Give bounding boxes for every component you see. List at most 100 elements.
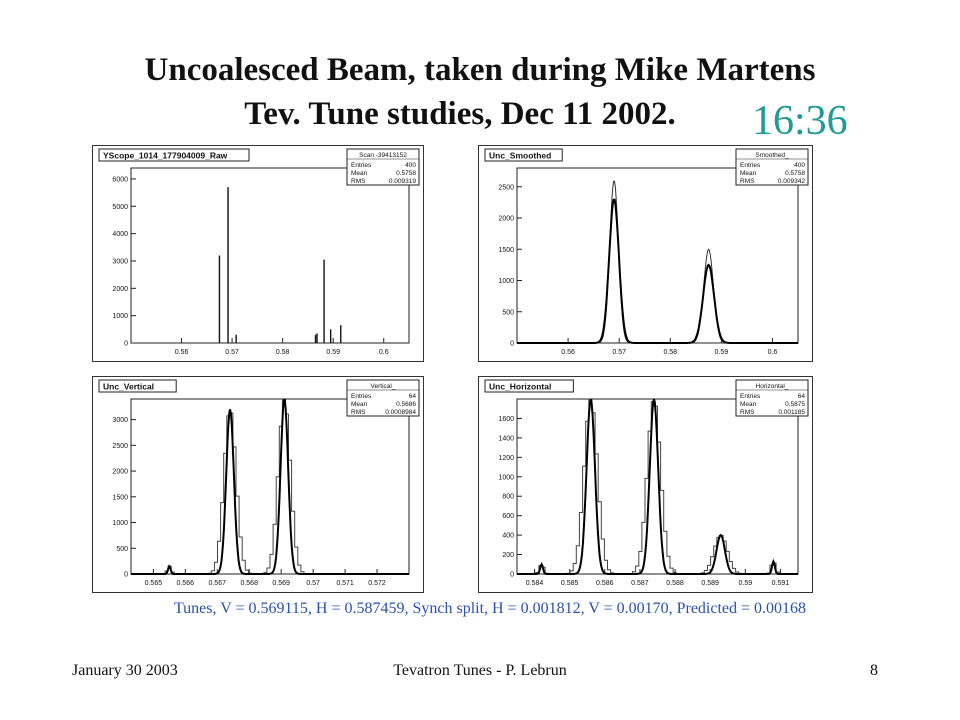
step-histogram-line <box>131 399 409 575</box>
x-tick-label: 0.565 <box>145 580 163 587</box>
axes: 0.584 0.585 0.586 0.587 0.588 0.589 0.59 0.591 0… <box>498 416 789 587</box>
x-tick-label: 0.569 <box>272 580 290 587</box>
axes: 0.56 0.57 0.58 0.59 0.6 0 1000 2000 3000 4000 5000… <box>112 176 388 356</box>
stats-label: RMS <box>740 409 755 416</box>
stats-value: 0.0008984 <box>385 409 416 416</box>
stats-value: 0.009342 <box>778 178 805 185</box>
title-line-1: Uncoalesced Beam, taken during Mike Mart… <box>144 52 816 88</box>
fit-curve-line <box>517 398 798 575</box>
x-tick-label: 0.6 <box>768 349 778 356</box>
x-tick-label: 0.57 <box>306 580 320 587</box>
data-series <box>517 398 798 575</box>
stats-label: Entries <box>351 393 372 400</box>
chart-svg: Unc_Horizontal Horizontal_ Entries 64 Mean 0.… <box>484 379 809 587</box>
y-tick-label: 1400 <box>498 435 514 442</box>
y-tick-label: 1000 <box>112 520 128 527</box>
histogram-title: Unc_Horizontal <box>484 379 574 393</box>
stats-value: 64 <box>798 393 806 400</box>
x-tick-label: 0.59 <box>715 349 729 356</box>
stats-value: 0.5758 <box>396 170 416 177</box>
stats-name: Smoothed_ <box>755 152 789 159</box>
y-tick-label: 1200 <box>498 455 514 462</box>
stats-value: 0.001185 <box>778 409 805 416</box>
y-tick-label: 3000 <box>112 258 128 265</box>
histogram-raw-panel: YScope_1014_177904009_Raw Scan -39413152 E… <box>92 145 424 362</box>
histogram-horizontal-panel: Unc_Horizontal Horizontal_ Entries 64 Mean 0.… <box>478 376 813 593</box>
stats-box: Smoothed_ Entries 400 Mean 0.5758 RMS 0.009342 <box>735 148 809 186</box>
x-tick-label: 0.57 <box>225 349 239 356</box>
stats-value: 0.5686 <box>396 401 416 408</box>
y-tick-label: 500 <box>502 309 514 316</box>
plot-frame <box>516 398 799 575</box>
x-tick-label: 0.587 <box>631 580 649 587</box>
stats-value: 400 <box>794 162 805 169</box>
stats-label: Mean <box>351 401 368 408</box>
x-tick-label: 0.572 <box>368 580 386 587</box>
x-tick-label: 0.57 <box>612 349 626 356</box>
y-tick-label: 2500 <box>112 443 128 450</box>
plot-frame <box>130 167 410 344</box>
x-tick-label: 0.567 <box>209 580 227 587</box>
y-tick-label: 1500 <box>498 247 514 254</box>
step-histogram-line <box>517 398 798 575</box>
chart-svg: YScope_1014_177904009_Raw Scan -39413152 E… <box>98 148 420 356</box>
histogram-smoothed-panel: Unc_Smoothed Smoothed_ Entries 400 Mean 0.575… <box>478 145 813 362</box>
axes: 0.565 0.566 0.567 0.568 0.569 0.57 0.571 0.572 0… <box>112 417 385 587</box>
y-tick-label: 800 <box>502 494 514 501</box>
x-tick-label: 0.56 <box>175 349 189 356</box>
stats-label: Entries <box>740 393 761 400</box>
x-tick-label: 0.591 <box>772 580 790 587</box>
y-tick-label: 2500 <box>498 184 514 191</box>
y-tick-label: 6000 <box>112 176 128 183</box>
stats-value: 0.5758 <box>785 170 805 177</box>
smoothed-histogram-line <box>517 180 798 344</box>
y-tick-label: 1000 <box>498 278 514 285</box>
stats-label: RMS <box>351 409 366 416</box>
stats-label: Mean <box>740 401 757 408</box>
fit-curve-line <box>131 398 409 575</box>
footer-date: January 30 2003 <box>72 662 178 679</box>
stats-label: Mean <box>740 170 757 177</box>
stats-frame <box>346 379 420 417</box>
y-tick-label: 200 <box>502 552 514 559</box>
y-tick-label: 2000 <box>112 286 128 293</box>
stats-value: 64 <box>409 393 417 400</box>
y-tick-label: 1000 <box>498 474 514 481</box>
y-tick-label: 500 <box>116 546 128 553</box>
stats-name: Vertical_ <box>371 383 396 390</box>
y-tick-label: 3000 <box>112 417 128 424</box>
x-tick-label: 0.59 <box>739 580 753 587</box>
y-tick-label: 0 <box>124 572 128 579</box>
x-tick-label: 0.59 <box>326 349 340 356</box>
title-line-2: Tev. Tune studies, Dec 11 2002. <box>244 96 676 132</box>
page-number: 8 <box>870 662 878 679</box>
histogram-title-text: Unc_Horizontal <box>489 382 551 392</box>
histogram-title-text: Unc_Vertical <box>103 382 154 392</box>
y-tick-label: 4000 <box>112 231 128 238</box>
y-tick-label: 1600 <box>498 416 514 423</box>
stats-label: RMS <box>740 178 755 185</box>
stats-value: 0.009319 <box>389 178 416 185</box>
x-tick-label: 0.58 <box>663 349 677 356</box>
stats-label: Mean <box>351 170 368 177</box>
y-tick-label: 0 <box>510 341 514 348</box>
x-tick-label: 0.56 <box>561 349 575 356</box>
stats-frame <box>346 148 420 186</box>
stats-label: RMS <box>351 178 366 185</box>
title-box <box>98 148 250 162</box>
x-tick-label: 0.566 <box>177 580 195 587</box>
x-tick-label: 0.586 <box>596 580 614 587</box>
histogram-title: Unc_Vertical <box>98 379 177 393</box>
x-tick-label: 0.589 <box>701 580 719 587</box>
stats-value: 0.5875 <box>785 401 805 408</box>
stats-name: Scan -39413152 <box>359 152 407 159</box>
chart-svg: Unc_Vertical Vertical_ Entries 64 Mean 0.5686… <box>98 379 420 587</box>
data-series <box>131 398 409 575</box>
stats-frame <box>735 379 809 417</box>
y-tick-label: 0 <box>510 572 514 579</box>
stats-label: Entries <box>351 162 372 169</box>
y-tick-label: 0 <box>124 341 128 348</box>
stats-box: Vertical_ Entries 64 Mean 0.5686 RMS 0.0008984 <box>346 379 420 417</box>
title-box <box>484 379 574 393</box>
data-series <box>517 180 798 344</box>
